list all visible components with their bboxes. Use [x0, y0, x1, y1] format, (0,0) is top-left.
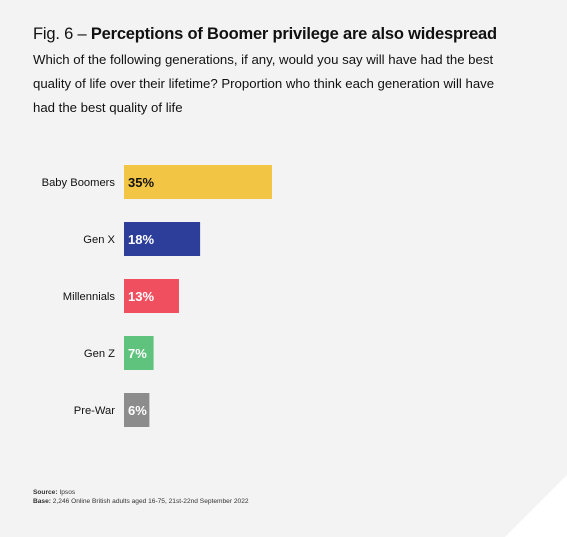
bar-group-gen-x: Gen X 18% — [83, 222, 201, 256]
bar-group-gen-z: Gen Z 7% — [84, 336, 154, 370]
value-label-baby-boomers: 35% — [128, 175, 154, 190]
value-label-millennials: 13% — [128, 289, 154, 304]
source-text: Ipsos — [57, 489, 76, 496]
category-label-pre-war: Pre-War — [74, 405, 116, 417]
value-label-gen-x: 18% — [128, 232, 154, 247]
base-note: Base: 2,246 Online British adults aged 1… — [33, 497, 249, 506]
bar-group-pre-war: Pre-War 6% — [74, 393, 150, 427]
figure-label: Fig. 6 – — [33, 25, 91, 43]
source-label: Source: — [33, 489, 58, 496]
category-label-gen-x: Gen X — [83, 234, 115, 246]
bar-group-millennials: Millennials 13% — [63, 279, 179, 313]
category-label-gen-z: Gen Z — [84, 348, 115, 360]
chart-header: Fig. 6 – Perceptions of Boomer privilege… — [33, 23, 543, 120]
bar-baby-boomers — [124, 165, 272, 199]
chart-subtitle: Which of the following generations, if a… — [33, 52, 495, 115]
corner-fold-decoration — [505, 475, 567, 537]
category-label-baby-boomers: Baby Boomers — [42, 177, 116, 189]
value-label-gen-z: 7% — [128, 346, 147, 361]
bar-millennials — [124, 279, 179, 313]
bar-gen-z — [124, 336, 154, 370]
value-label-pre-war: 6% — [128, 403, 147, 418]
source-note: Source: Ipsos — [33, 488, 249, 497]
bar-chart: Baby Boomers 35% Gen X 18% Millennials 13% Gen… — [42, 165, 272, 427]
title-text: Perceptions of Boomer privilege are also… — [90, 25, 497, 43]
category-label-millennials: Millennials — [63, 291, 116, 303]
bar-group-baby-boomers: Baby Boomers 35% — [42, 165, 272, 199]
chart-footer: Source: Ipsos Base: 2,246 Online British… — [33, 488, 249, 506]
bar-pre-war — [124, 393, 150, 427]
base-text: 2,246 Online British adults aged 16-75, … — [50, 498, 249, 505]
bar-gen-x — [124, 222, 201, 256]
base-label: Base: — [33, 498, 51, 505]
chart-title: Fig. 6 – Perceptions of Boomer privilege… — [33, 23, 543, 45]
